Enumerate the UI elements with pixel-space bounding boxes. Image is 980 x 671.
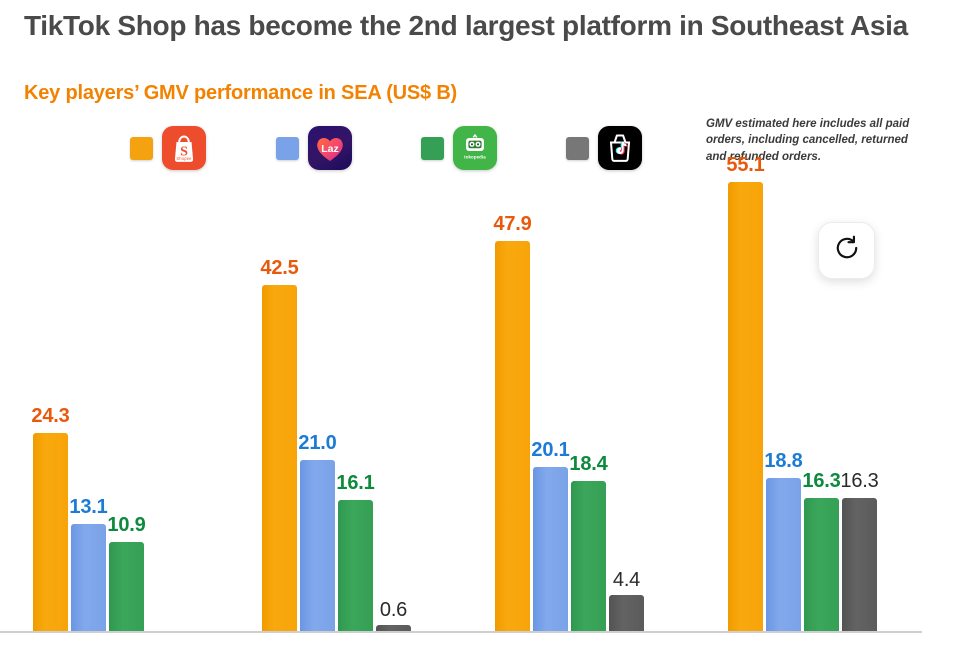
bar-value-label: 10.9 [107, 514, 146, 536]
bar-value-label: 20.1 [531, 439, 570, 461]
bar-2023-tokopedia[interactable]: 16.3 [802, 470, 841, 631]
bar-value-label: 18.8 [764, 450, 803, 472]
bar-fill [109, 542, 144, 631]
bar-fill [376, 625, 411, 631]
refresh-button[interactable] [818, 222, 875, 279]
bar-fill [804, 498, 839, 631]
bar-2021-shopee[interactable]: 42.5 [260, 257, 299, 631]
bar-2022-lazada[interactable]: 20.1 [531, 439, 570, 631]
bar-fill [338, 500, 373, 631]
bar-2022-tokopedia[interactable]: 18.4 [569, 453, 608, 631]
bar-2020-lazada[interactable]: 13.1 [69, 496, 108, 631]
bar-fill [571, 481, 606, 631]
lazada-logo: Laz [308, 126, 352, 170]
bar-fill [728, 182, 763, 631]
svg-text:tokopedia: tokopedia [464, 155, 486, 160]
chart-subtitle: Key players’ GMV performance in SEA (US$… [24, 82, 458, 104]
bar-value-label: 42.5 [260, 257, 299, 279]
shopee-logo: S Shopee [162, 126, 206, 170]
legend-item-shopee[interactable]: S Shopee [130, 126, 206, 170]
refresh-icon [834, 235, 860, 266]
bar-2023-shopee[interactable]: 55.1 [726, 154, 765, 631]
legend-swatch-tokopedia [421, 136, 444, 160]
bar-2021-tokopedia[interactable]: 16.1 [336, 472, 375, 631]
bar-2020-shopee[interactable]: 24.3 [31, 405, 70, 631]
tokopedia-logo: tokopedia [453, 126, 497, 170]
bar-value-label: 24.3 [31, 405, 70, 427]
chart-annotation-note: GMV estimated here includes all paid ord… [706, 118, 910, 163]
legend-item-tokopedia[interactable]: tokopedia [421, 126, 497, 170]
bar-value-label: 18.4 [569, 453, 608, 475]
bar-fill [262, 285, 297, 631]
legend-swatch-lazada [276, 136, 299, 160]
bar-fill [33, 433, 68, 631]
bar-fill [609, 595, 644, 631]
bar-2021-lazada[interactable]: 21.0 [298, 432, 337, 631]
bar-value-label: 16.3 [802, 470, 841, 492]
bar-value-label: 21.0 [298, 432, 337, 454]
bar-fill [71, 524, 106, 631]
bar-fill [533, 467, 568, 631]
page-title: TikTok Shop has become the 2nd largest p… [24, 10, 908, 41]
bar-value-label: 16.3 [840, 470, 879, 492]
bar-2023-tiktok[interactable]: 16.3 [840, 470, 879, 631]
bar-2023-lazada[interactable]: 18.8 [764, 450, 803, 631]
svg-text:Shopee: Shopee [176, 156, 192, 161]
bar-2021-tiktok[interactable]: 0.6 [376, 599, 411, 631]
svg-text:S: S [180, 145, 188, 160]
bar-fill [300, 460, 335, 631]
x-axis-line [0, 631, 922, 633]
bar-value-label: 0.6 [379, 599, 408, 621]
legend-swatch-shopee [130, 136, 153, 160]
bar-fill [495, 241, 530, 631]
bar-value-label: 16.1 [336, 472, 375, 494]
legend-swatch-tiktok [566, 136, 589, 160]
legend-item-lazada[interactable]: Laz [276, 126, 352, 170]
bar-fill [766, 478, 801, 631]
bar-2020-tokopedia[interactable]: 10.9 [107, 514, 146, 631]
bar-2022-shopee[interactable]: 47.9 [493, 213, 532, 631]
bar-value-label: 55.1 [726, 154, 765, 176]
legend-item-tiktok[interactable] [566, 126, 642, 170]
bar-fill [842, 498, 877, 631]
svg-text:Laz: Laz [321, 143, 339, 155]
bar-value-label: 13.1 [69, 496, 108, 518]
bar-value-label: 4.4 [612, 569, 641, 591]
bar-value-label: 47.9 [493, 213, 532, 235]
tiktok-logo [598, 126, 642, 170]
bar-2022-tiktok[interactable]: 4.4 [609, 569, 644, 631]
